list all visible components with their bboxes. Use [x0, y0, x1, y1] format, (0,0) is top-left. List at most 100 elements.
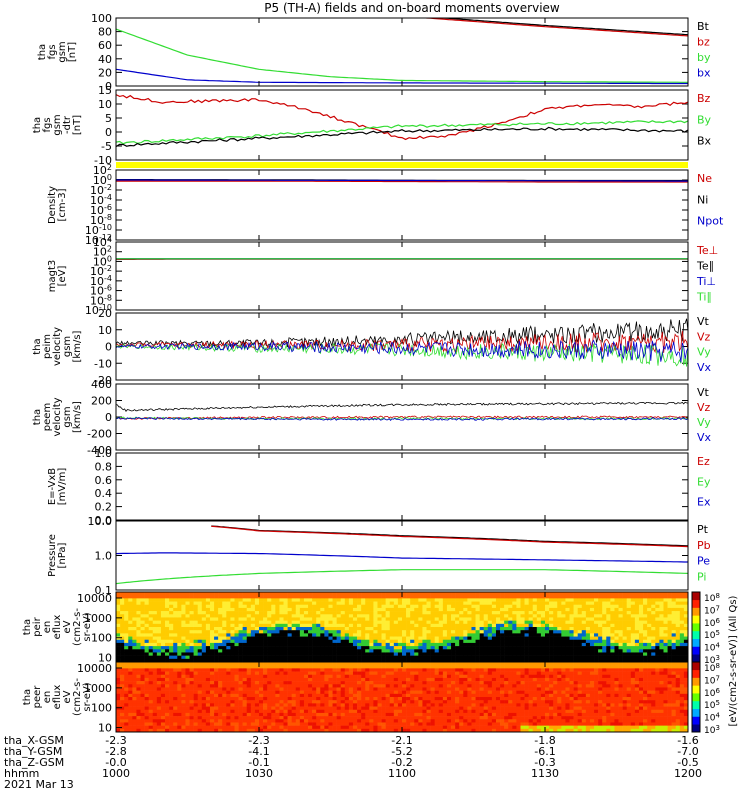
- spectrogram-cell: [173, 713, 177, 716]
- spectrogram-cell: [161, 621, 165, 624]
- spectrogram-cell: [488, 649, 492, 652]
- spectrogram-cell: [141, 707, 145, 710]
- spectrogram-cell: [214, 624, 218, 627]
- spectrogram-cell: [341, 649, 345, 652]
- spectrogram-cell: [427, 643, 431, 646]
- spectrogram-cell: [173, 592, 177, 595]
- spectrogram-cell: [169, 611, 173, 614]
- series-line-Vt: [116, 402, 688, 411]
- spectrogram-cell: [124, 722, 128, 725]
- spectrogram-cell: [218, 627, 222, 630]
- spectrogram-cell: [271, 665, 275, 668]
- spectrogram-cell: [427, 627, 431, 630]
- spectrogram-cell: [455, 630, 459, 633]
- spectrogram-cell: [492, 602, 496, 605]
- spectrogram-cell: [357, 726, 361, 729]
- spectrogram-cell: [149, 678, 153, 681]
- spectrogram-cell: [202, 637, 206, 640]
- spectrogram-cell: [132, 649, 136, 652]
- spectrogram-cell: [132, 687, 136, 690]
- spectrogram-cell: [357, 668, 361, 671]
- spectrogram-cell: [390, 719, 394, 722]
- spectrogram-cell: [194, 617, 198, 620]
- spectrogram-cell: [145, 672, 149, 675]
- spectrogram-cell: [651, 652, 655, 655]
- spectrogram-cell: [198, 598, 202, 601]
- spectrogram-cell: [132, 643, 136, 646]
- ylabel-peem_velocity-line: [km/s]: [72, 401, 83, 433]
- spectrogram-cell: [288, 691, 292, 694]
- spectrogram-cell: [651, 630, 655, 633]
- spectrogram-cell: [234, 621, 238, 624]
- spectrogram-cell: [643, 640, 647, 643]
- spectrogram-cell: [263, 643, 267, 646]
- spectrogram-cell: [157, 633, 161, 636]
- spectrogram-cell: [145, 675, 149, 678]
- spectrogram-cell: [496, 646, 500, 649]
- spectrogram-cell: [570, 621, 574, 624]
- spectrogram-cell: [198, 605, 202, 608]
- spectrogram-cell: [643, 652, 647, 655]
- spectrogram-cell: [169, 684, 173, 687]
- spectrogram-cell: [202, 608, 206, 611]
- spectrogram-cell: [128, 624, 132, 627]
- spectrogram-cell: [516, 640, 520, 643]
- spectrogram-cell: [439, 656, 443, 659]
- spectrogram-cell: [418, 608, 422, 611]
- spectrogram-cell: [218, 592, 222, 595]
- spectrogram-cell: [614, 652, 618, 655]
- spectrogram-cell: [635, 637, 639, 640]
- spectrogram-cell: [247, 681, 251, 684]
- spectrogram-cell: [296, 656, 300, 659]
- spectrogram-cell: [185, 668, 189, 671]
- spectrogram-cell: [320, 621, 324, 624]
- spectrogram-cell: [500, 630, 504, 633]
- spectrogram-cell: [128, 675, 132, 678]
- spectrogram-cell: [553, 633, 557, 636]
- spectrogram-cell: [324, 713, 328, 716]
- spectrogram-cell: [328, 595, 332, 598]
- spectrogram-cell: [149, 668, 153, 671]
- spectrogram-cell: [512, 637, 516, 640]
- spectrogram-cell: [377, 662, 381, 665]
- spectrogram-cell: [165, 722, 169, 725]
- spectrogram-cell: [341, 605, 345, 608]
- spectrogram-cell: [173, 611, 177, 614]
- spectrogram-cell: [214, 598, 218, 601]
- spectrogram-cell: [202, 681, 206, 684]
- spectrogram-cell: [181, 646, 185, 649]
- spectrogram-cell: [255, 681, 259, 684]
- spectrogram-cell: [149, 646, 153, 649]
- spectrogram-cell: [185, 672, 189, 675]
- spectrogram-cell: [230, 633, 234, 636]
- spectrogram-cell: [520, 627, 524, 630]
- spectrogram-cell: [136, 672, 140, 675]
- spectrogram-cell: [431, 605, 435, 608]
- spectrogram-cell: [214, 681, 218, 684]
- spectrogram-cell: [406, 646, 410, 649]
- spectrogram-cell: [512, 621, 516, 624]
- spectrogram-cell: [606, 621, 610, 624]
- spectrogram-cell: [304, 608, 308, 611]
- ytick-label-peim_velocity: 10: [98, 324, 112, 337]
- spectrogram-cell: [300, 713, 304, 716]
- spectrogram-cell: [394, 662, 398, 665]
- spectrogram-cell: [320, 694, 324, 697]
- spectrogram-cell: [312, 710, 316, 713]
- spectrogram-cell: [292, 614, 296, 617]
- spectrogram-cell: [418, 598, 422, 601]
- spectrogram-cell: [337, 646, 341, 649]
- spectrogram-cell: [418, 649, 422, 652]
- spectrogram-cell: [263, 649, 267, 652]
- spectrogram-cell: [349, 627, 353, 630]
- spectrogram-cell: [210, 633, 214, 636]
- spectrogram-cell: [284, 697, 288, 700]
- spectrogram-cell: [610, 640, 614, 643]
- spectrogram-cell: [476, 608, 480, 611]
- spectrogram-cell: [365, 602, 369, 605]
- spectrogram-cell: [455, 652, 459, 655]
- spectrogram-cell: [185, 643, 189, 646]
- spectrogram-cell: [161, 624, 165, 627]
- spectrogram-cell: [230, 681, 234, 684]
- spectrogram-cell: [161, 687, 165, 690]
